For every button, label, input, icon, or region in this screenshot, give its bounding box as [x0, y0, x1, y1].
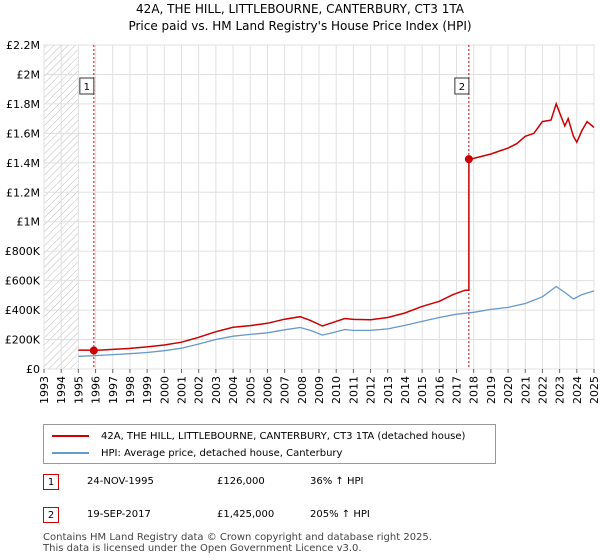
- y-tick-label: £1M: [17, 216, 41, 229]
- sale-label-number: 2: [459, 82, 465, 93]
- y-tick-label: £800K: [5, 245, 41, 258]
- y-tick-label: £1.8M: [6, 98, 40, 111]
- sale-date: 24-NOV-1995: [87, 476, 154, 487]
- x-tick-label: 2021: [519, 376, 532, 404]
- sale-number-badge: 2: [43, 507, 59, 523]
- sale-row: 1 24-NOV-1995 £126,000 36% ↑ HPI: [43, 474, 543, 494]
- legend: 42A, THE HILL, LITTLEBOURNE, CANTERBURY,…: [43, 424, 496, 464]
- legend-item-property: 42A, THE HILL, LITTLEBOURNE, CANTERBURY,…: [52, 428, 465, 444]
- hpi-line: [78, 285, 595, 357]
- legend-label-hpi: HPI: Average price, detached house, Cant…: [101, 447, 343, 459]
- x-tick-label: 2012: [365, 376, 378, 404]
- legend-swatch-property: [52, 435, 89, 437]
- sale-label-box: [454, 77, 470, 95]
- x-tick-label: 1997: [107, 376, 120, 404]
- x-tick-label: 2005: [244, 376, 257, 404]
- sale-point: [89, 346, 98, 355]
- price-chart: 42A, THE HILL, LITTLEBOURNE, CANTERBURY,…: [5, 2, 600, 404]
- x-tick-label: 2022: [536, 376, 549, 404]
- footer-licence: This data is licensed under the Open Gov…: [43, 543, 362, 554]
- x-tick-label: 2019: [485, 376, 498, 404]
- y-tick-label: £1.2M: [6, 186, 40, 199]
- sale-point: [464, 155, 473, 164]
- x-tick-label: 2018: [468, 376, 481, 404]
- y-axis-ticks: £0 £200K £400K £600K £800K £1M £1.2M £1.4M £1.6M…: [5, 39, 41, 376]
- x-tick-label: 2020: [502, 376, 515, 404]
- x-tick-label: 1994: [55, 376, 68, 404]
- x-tick-label: 1995: [72, 376, 85, 404]
- x-tick-label: 2007: [279, 376, 292, 404]
- x-tick-label: 2016: [433, 376, 446, 404]
- x-tick-label: 2001: [176, 376, 189, 404]
- y-tick-label: £600K: [5, 275, 41, 288]
- sale-date: 19-SEP-2017: [87, 509, 151, 520]
- footer: Contains HM Land Registry data © Crown c…: [43, 532, 432, 554]
- y-tick-label: £1.4M: [6, 157, 40, 170]
- x-tick-label: 2010: [330, 376, 343, 404]
- gridlines: [43, 44, 595, 370]
- y-tick-label: £400K: [5, 304, 41, 317]
- legend-item-hpi: HPI: Average price, detached house, Cant…: [52, 445, 342, 461]
- x-tick-label: 2015: [416, 376, 429, 404]
- x-tick-label: 2024: [571, 376, 584, 404]
- x-tick-label: 2014: [399, 376, 412, 404]
- y-tick-label: £1.6M: [6, 127, 40, 140]
- x-tick-label: 2023: [554, 376, 567, 404]
- x-tick-label: 2013: [382, 376, 395, 404]
- x-axis-ticks: 1993 1994 1995 1996 1997 1998 1999 2000 2001 2002…: [38, 369, 600, 404]
- legend-swatch-hpi: [52, 452, 89, 454]
- y-tick-label: £2.2M: [6, 39, 40, 52]
- x-tick-label: 1993: [38, 376, 51, 404]
- x-tick-label: 2000: [158, 376, 171, 404]
- legend-label-property: 42A, THE HILL, LITTLEBOURNE, CANTERBURY,…: [101, 430, 466, 442]
- x-tick-label: 2006: [261, 376, 274, 404]
- sale-label-box: [79, 77, 95, 95]
- y-tick-label: £200K: [5, 334, 41, 347]
- sale-label-number: 1: [84, 82, 90, 93]
- sale-price: £1,425,000: [217, 509, 275, 520]
- sale-hpi-change: 205% ↑ HPI: [310, 509, 370, 520]
- x-tick-label: 2025: [588, 376, 600, 404]
- y-tick-label: £2M: [17, 68, 41, 81]
- property-price-line: [78, 101, 595, 352]
- sale-hpi-change: 36% ↑ HPI: [310, 476, 364, 487]
- chart-title: 42A, THE HILL, LITTLEBOURNE, CANTERBURY,…: [136, 2, 465, 16]
- x-tick-label: 2002: [193, 376, 206, 404]
- x-tick-label: 2003: [210, 376, 223, 404]
- x-tick-label: 1998: [124, 376, 137, 404]
- sale-row: 2 19-SEP-2017 £1,425,000 205% ↑ HPI: [43, 507, 543, 527]
- sale-price: £126,000: [217, 476, 265, 487]
- sale-number-badge: 1: [43, 474, 59, 490]
- y-tick-label: £0: [26, 363, 40, 376]
- chart-subtitle: Price paid vs. HM Land Registry's House …: [128, 19, 471, 33]
- x-tick-label: 2017: [451, 376, 464, 404]
- x-tick-label: 2004: [227, 376, 240, 404]
- x-tick-label: 2011: [347, 376, 360, 404]
- x-tick-label: 2009: [313, 376, 326, 404]
- x-tick-label: 1999: [141, 376, 154, 404]
- x-tick-label: 2008: [296, 376, 309, 404]
- footer-copyright: Contains HM Land Registry data © Crown c…: [43, 532, 432, 543]
- x-tick-label: 1996: [90, 376, 103, 404]
